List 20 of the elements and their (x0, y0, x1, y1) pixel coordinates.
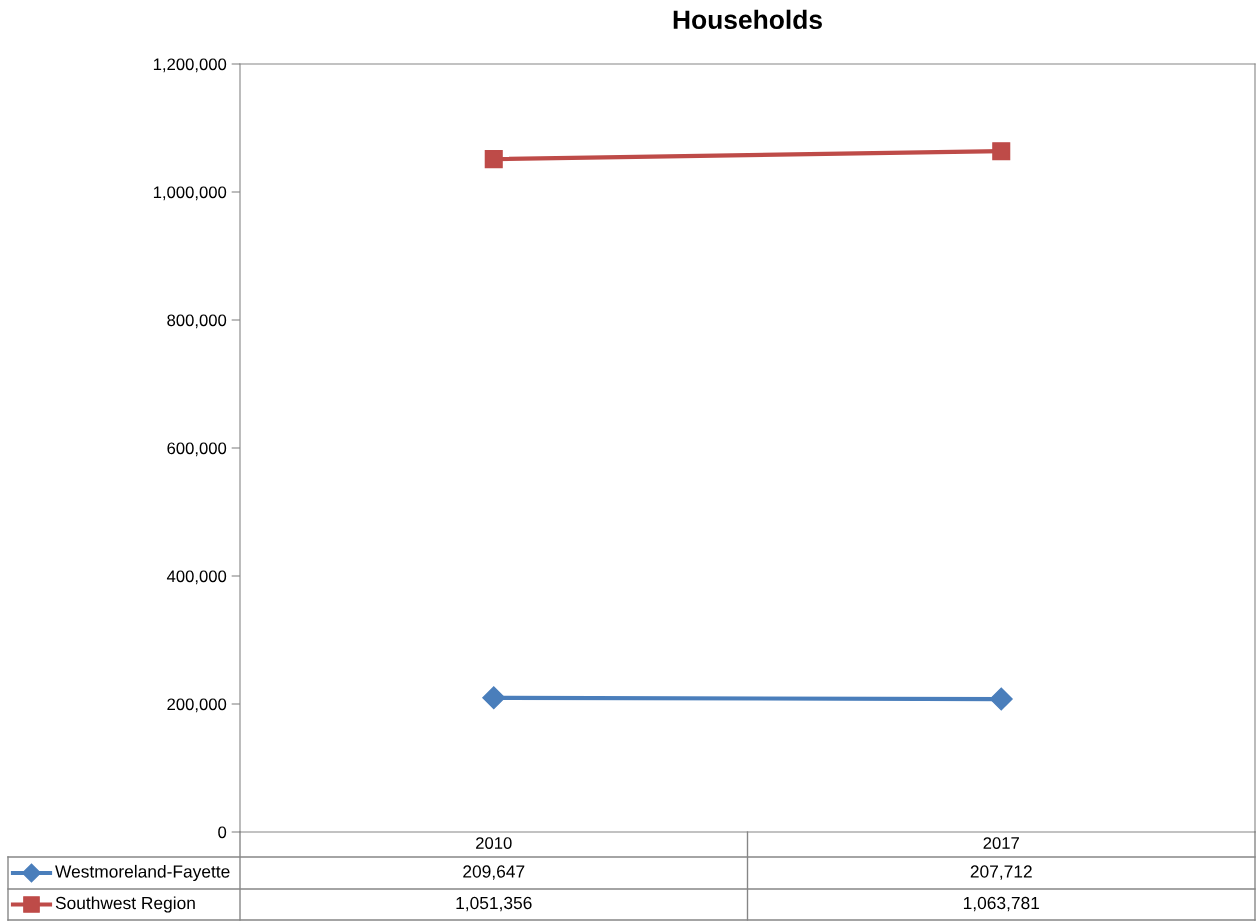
y-tick-label: 1,200,000 (153, 58, 227, 73)
y-tick-label: 400,000 (166, 570, 227, 585)
data-label: 207,712 (970, 865, 1032, 880)
x-tick-label: 2010 (476, 837, 512, 849)
point (484, 150, 503, 169)
point (989, 687, 1013, 711)
y-tick-label: 800,000 (167, 314, 227, 329)
chart-title: Households (673, 9, 822, 30)
y-tick-label: 200,000 (167, 698, 227, 713)
legend-label: Southwest Region (55, 896, 195, 913)
legend-label: Westmoreland-Fayette (55, 864, 230, 882)
data-label: 1,051,356 (456, 896, 532, 912)
y-tick-label: 0 (218, 826, 227, 839)
data-label: 1,063,781 (963, 896, 1040, 912)
y-tick-label: 600,000 (167, 442, 227, 457)
data-label: 209,647 (463, 865, 525, 880)
point (482, 686, 506, 710)
point (992, 142, 1011, 161)
x-tick-label: 2017 (983, 837, 1019, 849)
y-tick-label: 1,000,000 (153, 186, 227, 201)
